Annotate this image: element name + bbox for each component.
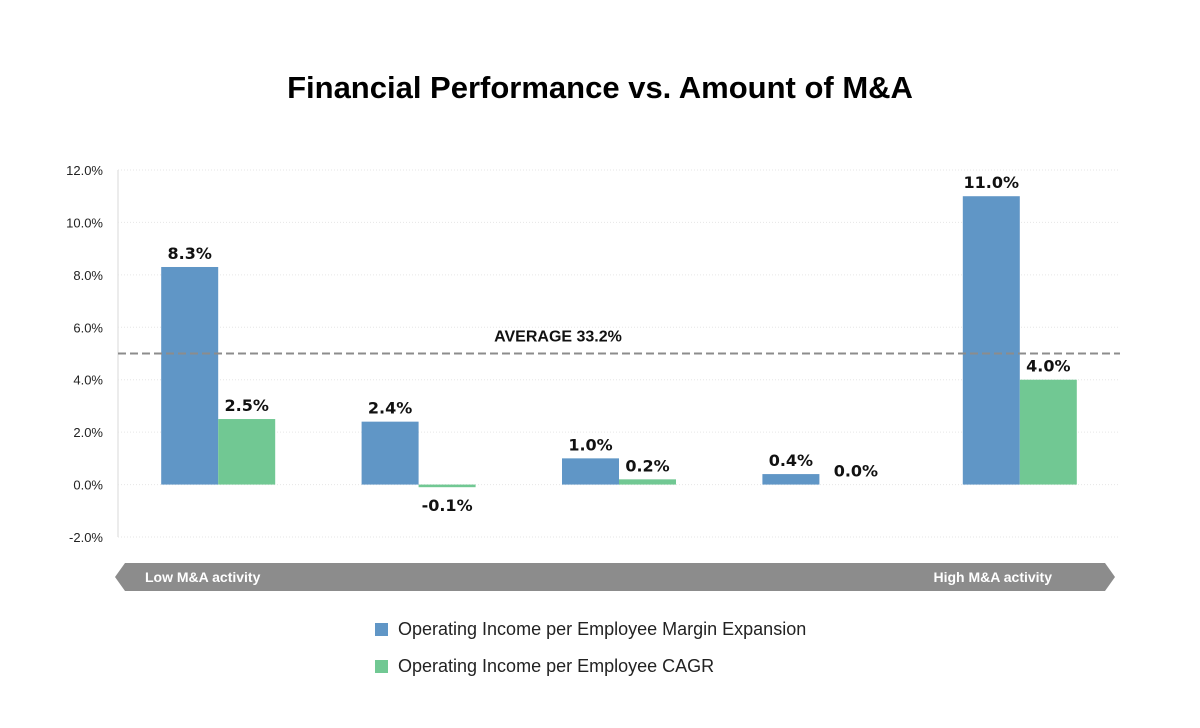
data-label: 0.2% [625,456,669,475]
data-label: 11.0% [964,173,1020,192]
average-label: AVERAGE 33.2% [494,329,622,346]
data-label: -0.1% [422,496,473,515]
legend-item-margin-expansion: Operating Income per Employee Margin Exp… [375,619,806,640]
y-tick-label: 12.0% [66,163,103,178]
y-tick-label: 2.0% [73,425,103,440]
bar-margin-expansion [762,474,820,485]
legend-label: Operating Income per Employee CAGR [398,656,715,676]
bar-cagr [218,419,276,485]
legend-item-cagr: Operating Income per Employee CAGR [375,656,714,677]
data-label: 0.4% [769,451,813,470]
legend-swatch-green [375,660,388,673]
data-label: 2.5% [225,396,269,415]
data-label: 8.3% [168,244,212,263]
data-label: 4.0% [1026,357,1070,376]
bar-cagr [1019,379,1077,485]
high-activity-label: High M&A activity [934,569,1053,585]
bar-margin-expansion [361,421,419,485]
data-label: 1.0% [568,435,612,454]
bar-cagr [619,479,676,485]
bar-margin-expansion [962,196,1020,485]
legend-swatch-blue [375,623,388,636]
low-activity-label: Low M&A activity [145,569,261,585]
bar-margin-expansion [562,458,619,485]
y-tick-label: -2.0% [69,530,103,545]
activity-arrow [115,563,1115,591]
bar-cagr [418,484,476,488]
chart-title: Financial Performance vs. Amount of M&A [287,70,913,105]
y-tick-label: 4.0% [73,373,103,388]
data-label: 0.0% [834,462,878,481]
bar-margin-expansion [161,266,219,485]
y-tick-label: 10.0% [66,215,103,230]
legend-label: Operating Income per Employee Margin Exp… [398,619,807,639]
data-label: 2.4% [368,399,412,418]
y-tick-label: 8.0% [73,268,103,283]
y-tick-label: 0.0% [73,478,103,493]
y-tick-label: 6.0% [73,320,103,335]
